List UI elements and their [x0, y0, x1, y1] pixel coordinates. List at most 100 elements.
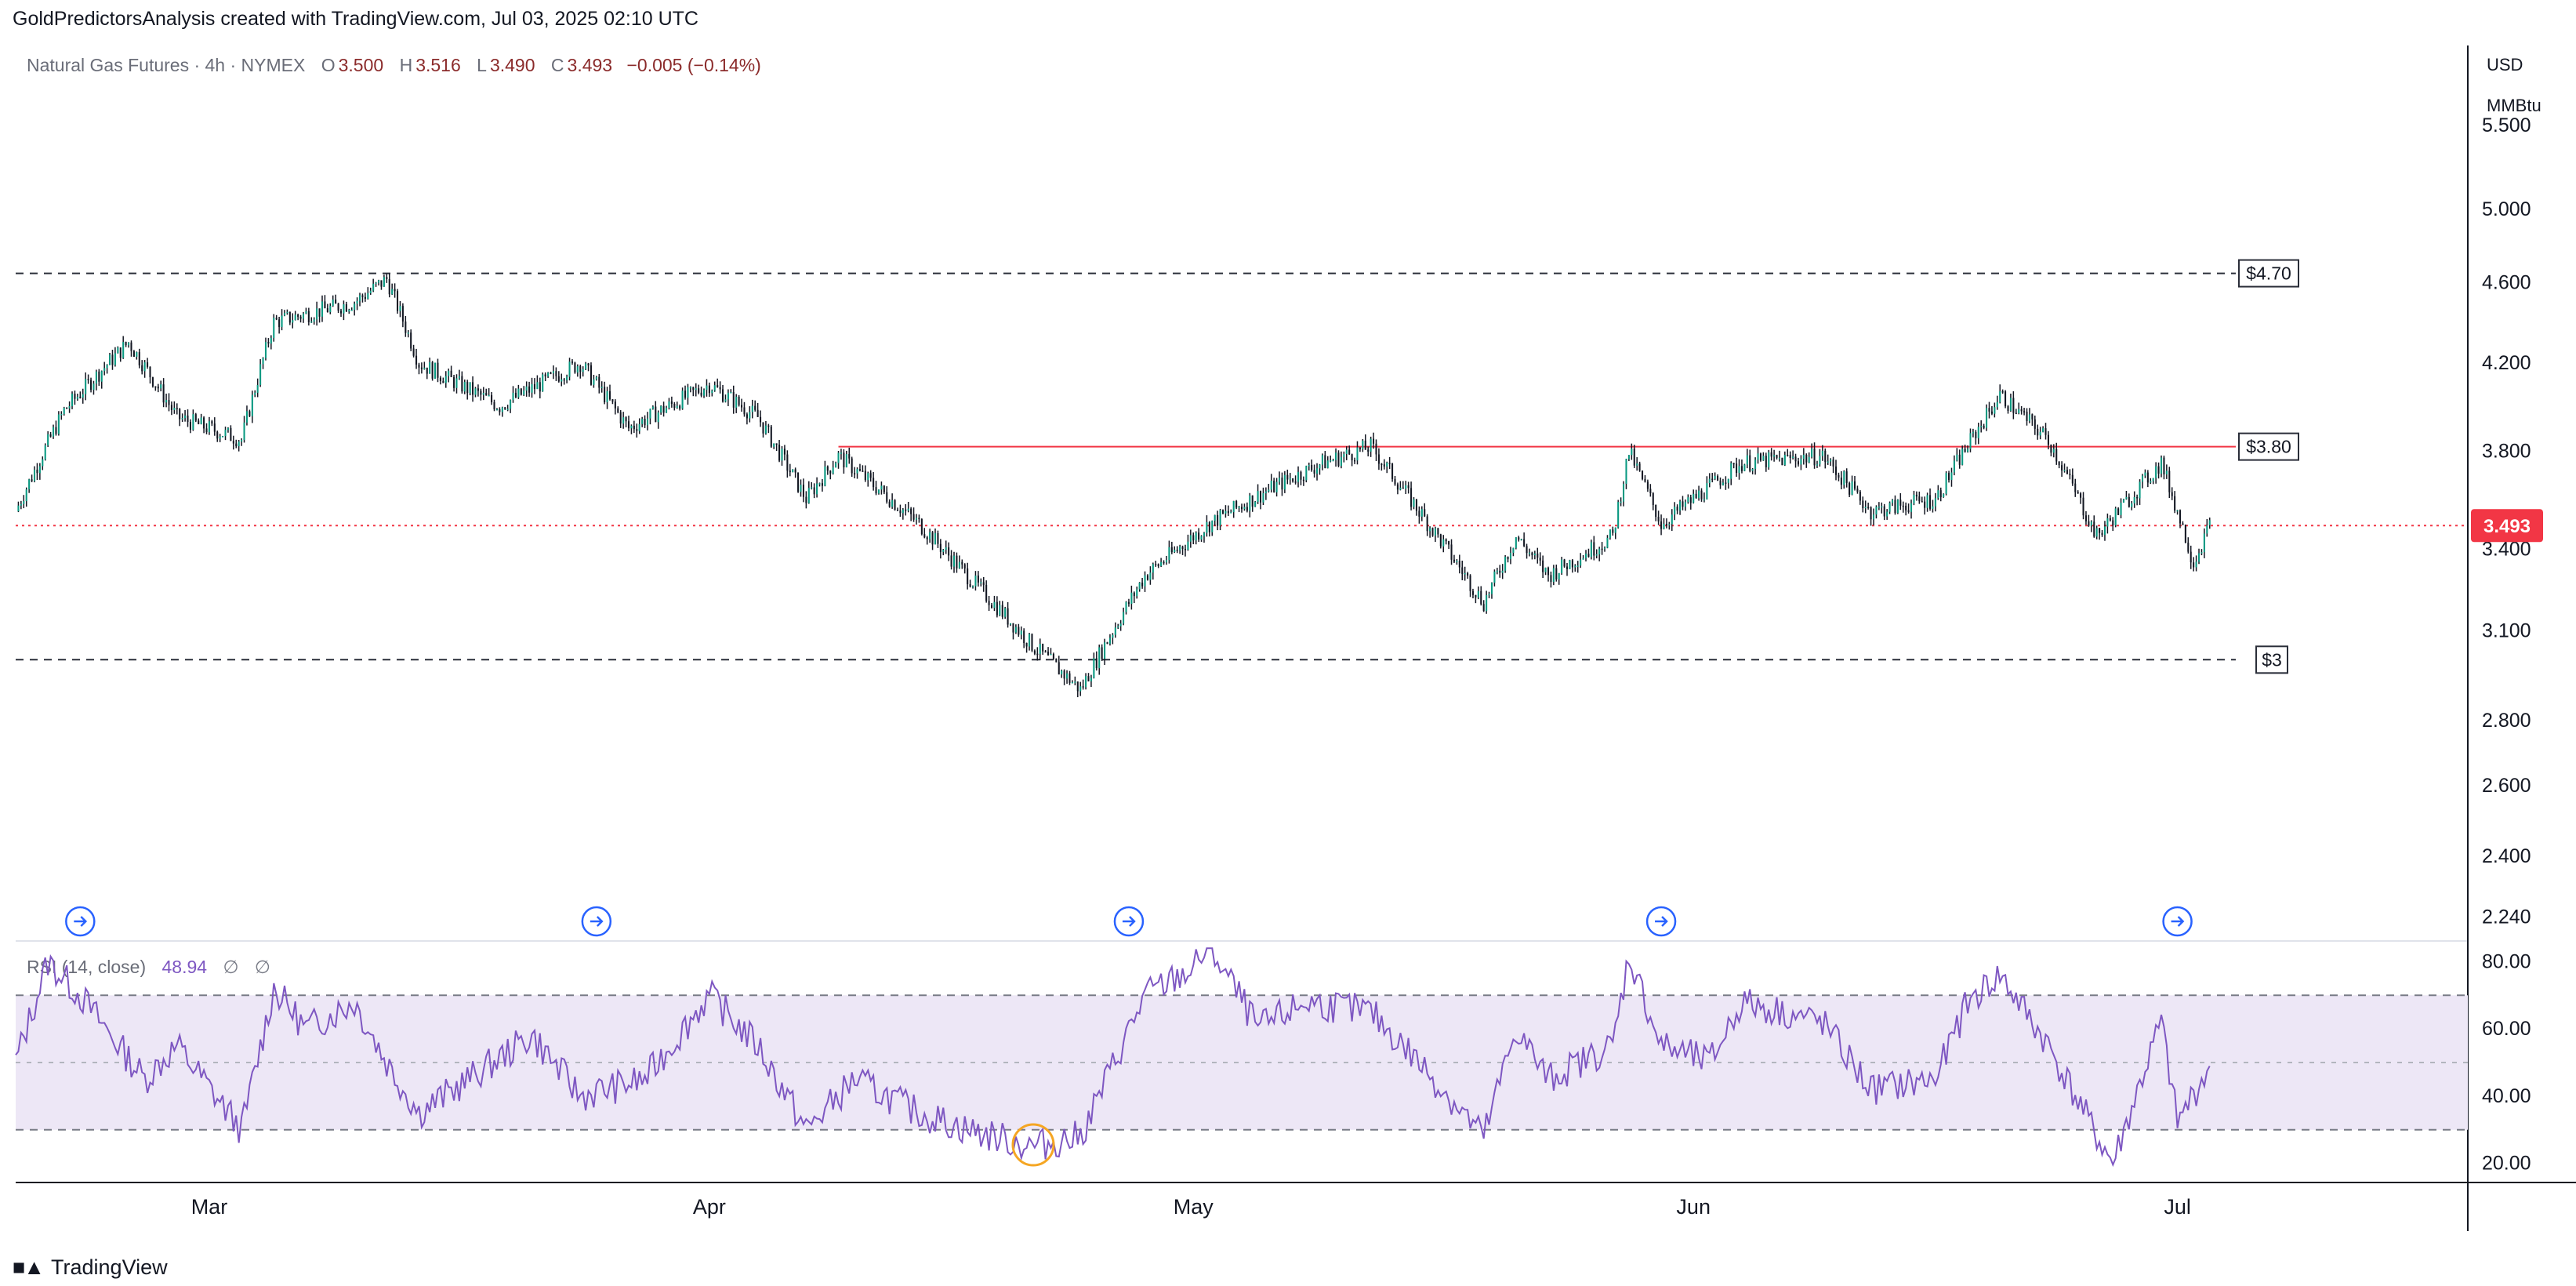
candle-body — [1480, 590, 1482, 605]
candle-body — [835, 463, 837, 468]
footer-brand[interactable]: ■▲ TradingView — [13, 1255, 168, 1280]
price-tick-label: 3.100 — [2482, 619, 2531, 641]
candle-body — [33, 469, 36, 481]
candle-body — [198, 420, 200, 424]
candle-body — [939, 543, 942, 552]
level-label-resistance[interactable]: $3.80 — [2238, 432, 2299, 461]
candle-body — [735, 396, 738, 408]
event-marker-icon[interactable] — [65, 906, 96, 937]
candle-body — [463, 382, 466, 392]
candle-body — [2139, 481, 2141, 499]
candle-body — [31, 479, 33, 481]
candle-body — [1967, 449, 1969, 452]
candle-body — [1264, 491, 1267, 493]
candle-body — [2071, 474, 2073, 484]
candle-body — [862, 470, 864, 472]
candle-body — [254, 392, 256, 395]
candle-body — [797, 472, 800, 492]
candle-body — [1819, 456, 1821, 465]
candle-body — [2069, 474, 2071, 475]
candle-body — [617, 408, 619, 412]
candle-body — [1240, 507, 1243, 510]
candle-body — [1326, 460, 1329, 468]
candle-body — [920, 519, 923, 535]
time-tick-label: Jun — [1676, 1195, 1711, 1219]
candle-body — [299, 316, 302, 319]
candle-body — [1119, 623, 1122, 627]
rsi-line[interactable] — [15, 947, 2211, 1168]
candle-body — [967, 568, 969, 585]
event-marker-icon[interactable] — [1645, 906, 1677, 937]
candle-body — [1308, 465, 1310, 467]
candle-body — [1375, 443, 1377, 455]
candle-body — [542, 374, 544, 392]
candle-body — [630, 425, 633, 429]
level-label-low[interactable]: $3 — [2255, 645, 2288, 674]
rsi-extra-2: ∅ — [254, 957, 270, 977]
candle-body — [1221, 510, 1225, 514]
candle-body — [915, 518, 918, 520]
candle-body — [873, 478, 875, 488]
high-value: 3.516 — [415, 55, 461, 75]
event-marker-icon[interactable] — [1113, 906, 1145, 937]
candle-body — [619, 412, 622, 424]
candle-body — [114, 353, 116, 365]
event-marker-icon[interactable] — [581, 906, 612, 937]
candle-body — [1283, 474, 1286, 490]
candle-body — [2122, 499, 2125, 503]
candle-body — [2020, 409, 2023, 412]
level-label-high[interactable]: $4.70 — [2238, 259, 2299, 288]
candle-body — [1160, 561, 1163, 566]
candle-body — [1464, 572, 1466, 575]
candle-body — [2099, 528, 2101, 533]
candle-body — [103, 368, 106, 372]
currency-label[interactable]: USD — [2487, 55, 2523, 74]
candle-body — [1520, 539, 1522, 541]
open-value: 3.500 — [338, 55, 384, 75]
candle-body — [1170, 547, 1173, 553]
candle-body — [1924, 501, 1926, 508]
candle-body — [506, 409, 509, 410]
candle-body — [453, 376, 455, 388]
candle-body — [128, 342, 130, 346]
candle-body — [783, 449, 785, 455]
candle-body — [1802, 454, 1805, 460]
unit-label[interactable]: MMBtu — [2487, 96, 2542, 115]
candle-body — [1270, 480, 1272, 490]
candle-body — [1606, 537, 1609, 548]
candle-body — [405, 322, 407, 333]
candle-body — [238, 441, 240, 447]
candle-body — [1751, 469, 1754, 471]
candle-body — [547, 372, 550, 377]
candle-body — [1085, 676, 1087, 688]
event-marker-icon[interactable] — [2162, 906, 2193, 937]
rsi-tick-label: 40.00 — [2482, 1085, 2531, 1107]
candle-body — [235, 443, 238, 447]
candle-body — [1420, 509, 1423, 517]
candle-body — [695, 388, 697, 391]
candle-body — [1475, 594, 1477, 598]
candle-body — [100, 371, 103, 382]
candle-body — [1550, 575, 1552, 583]
candle-body — [1101, 647, 1103, 659]
candle-body — [2109, 518, 2111, 521]
candle-body — [313, 319, 315, 322]
candle-body — [485, 393, 488, 396]
candle-body — [2037, 428, 2039, 436]
candle-body — [875, 487, 877, 494]
candle-body — [1292, 478, 1294, 482]
candle-body — [245, 411, 248, 423]
candle-body — [2044, 428, 2047, 435]
candle-body — [1225, 510, 1227, 514]
candle-body — [883, 485, 885, 492]
candle-body — [894, 500, 896, 510]
candle-body — [1811, 449, 1813, 457]
candle-body — [2157, 466, 2160, 474]
price-tick-label: 3.400 — [2482, 539, 2531, 561]
candle-body — [1198, 532, 1200, 540]
candle-body — [1095, 658, 1098, 669]
candle-body — [491, 394, 493, 402]
candle-body — [1655, 504, 1657, 518]
candle-body — [926, 537, 928, 539]
